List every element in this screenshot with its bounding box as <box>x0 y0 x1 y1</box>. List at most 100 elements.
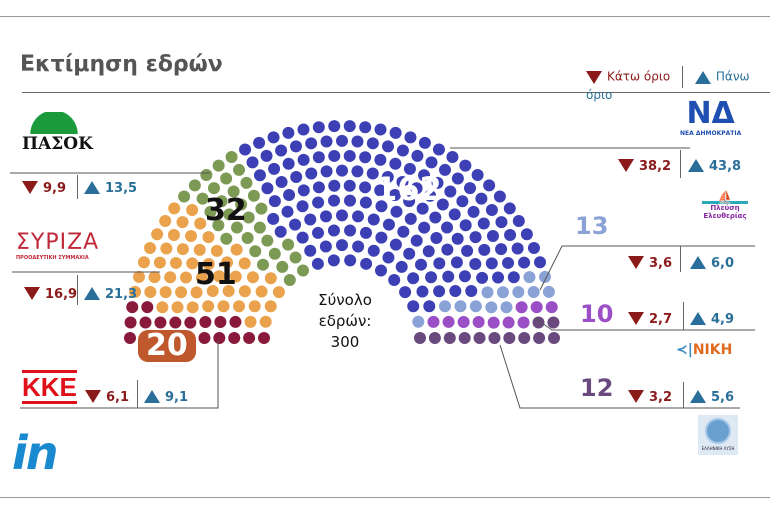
syriza-logo: ΣΥΡΙΖΑ ΠΡΟΟΔΕΥΤΙΚΗ ΣΥΜΜΑΧΙΑ <box>16 230 99 261</box>
seat-dot <box>186 301 199 314</box>
seats-plefsi: 13 <box>575 212 609 240</box>
seat-dot <box>320 135 333 148</box>
seat-dot <box>547 316 560 329</box>
seat-dot <box>202 258 215 271</box>
seat-dot <box>220 232 233 245</box>
seat-dot <box>493 190 506 203</box>
seat-dot <box>259 315 272 328</box>
seat-dot <box>533 332 546 344</box>
seat-dot <box>418 169 431 182</box>
seat-dot <box>343 194 356 207</box>
seat-dot <box>388 189 401 202</box>
seat-dot <box>190 286 203 299</box>
seat-dot <box>429 211 442 224</box>
ship-icon: ⛵ <box>702 190 748 204</box>
seat-dot <box>283 274 296 287</box>
seat-dot <box>328 149 341 162</box>
seat-dot <box>202 300 215 313</box>
seat-dot <box>256 258 269 271</box>
seat-dot <box>382 251 395 264</box>
seat-dot <box>274 225 287 238</box>
seat-dot <box>139 316 152 329</box>
high-plefsi: 6,0 <box>711 256 735 271</box>
low-plefsi: 3,6 <box>649 256 673 271</box>
seat-dot <box>477 217 490 230</box>
seat-dot <box>458 332 471 344</box>
seat-dot <box>396 175 409 188</box>
niki-logo: ≺|ΝΙΚΗ <box>676 342 733 358</box>
seat-dot <box>214 315 227 328</box>
seat-dot <box>159 215 172 228</box>
seat-dot <box>459 219 472 232</box>
seat-dot <box>481 286 494 299</box>
down-triangle-icon <box>586 70 602 84</box>
seat-dot <box>404 131 417 144</box>
seat-dot <box>328 120 341 133</box>
seat-dot <box>432 143 445 156</box>
seat-dot <box>343 149 356 162</box>
seat-dot <box>359 196 372 209</box>
seat-dot <box>410 182 423 195</box>
seat-dot <box>296 200 309 213</box>
seat-dot <box>403 162 416 175</box>
seat-dot <box>282 157 295 170</box>
seat-dot <box>198 332 211 344</box>
seat-dot <box>206 284 219 297</box>
seat-dot <box>418 136 431 149</box>
niki-name: ΝΙΚΗ <box>692 342 733 358</box>
seat-dot <box>164 271 177 284</box>
seat-dot <box>297 264 309 277</box>
leader-kke <box>20 340 219 409</box>
seat-dot <box>471 169 484 182</box>
seat-dot <box>186 257 199 270</box>
total-line1: Σύνολο <box>318 291 372 309</box>
high-pasok: 13,5 <box>105 181 138 196</box>
seat-dot <box>153 256 166 269</box>
seat-dot <box>304 244 317 257</box>
seat-dot <box>195 271 208 284</box>
seat-dot <box>260 149 273 162</box>
seat-dot <box>518 332 531 344</box>
seat-dot <box>290 171 303 184</box>
seat-dot <box>210 244 223 257</box>
seat-dot <box>487 316 500 329</box>
seat-dot <box>154 316 167 329</box>
seat-dot <box>451 232 464 245</box>
seat-dot <box>213 270 226 283</box>
seat-dot <box>351 165 364 178</box>
seat-dot <box>126 301 139 314</box>
plefsi-name: Πλεύση Ελευθερίας <box>703 204 747 220</box>
seat-dot <box>520 228 533 241</box>
chart-title: Εκτίμηση εδρών <box>20 52 223 77</box>
seat-dot <box>397 225 410 238</box>
seat-dot <box>382 218 395 231</box>
seat-dot <box>381 171 394 184</box>
seat-dot <box>207 182 220 195</box>
seats-pasok: 32 <box>205 193 247 228</box>
seat-dot <box>261 182 274 195</box>
total-line2: εδρών: <box>318 312 372 330</box>
pasok-logo: ΠΑΣΟΚ <box>22 112 93 154</box>
plefsi-logo: ⛵ Πλεύση Ελευθερίας <box>702 190 748 220</box>
seat-dot <box>156 301 169 314</box>
seat-dot <box>415 258 428 271</box>
seats-nd: 162 <box>375 170 442 208</box>
seat-dot <box>444 185 457 198</box>
seat-dot <box>422 245 435 258</box>
brand-logo: in <box>12 426 58 480</box>
seat-dot <box>258 332 270 344</box>
high-syriza: 21,3 <box>105 287 138 302</box>
seat-dot <box>215 195 228 208</box>
seat-dot <box>451 172 464 185</box>
seat-dot <box>504 229 517 242</box>
seat-dot <box>253 136 266 149</box>
seats-niki: 10 <box>580 300 614 328</box>
compass-icon <box>705 418 731 444</box>
seat-dot <box>319 240 332 253</box>
seat-dot <box>141 301 154 314</box>
seat-dot <box>511 242 524 255</box>
seat-dot <box>185 229 198 242</box>
seat-dot <box>267 131 280 144</box>
seat-dot <box>359 121 372 134</box>
seat-dot <box>375 231 388 244</box>
